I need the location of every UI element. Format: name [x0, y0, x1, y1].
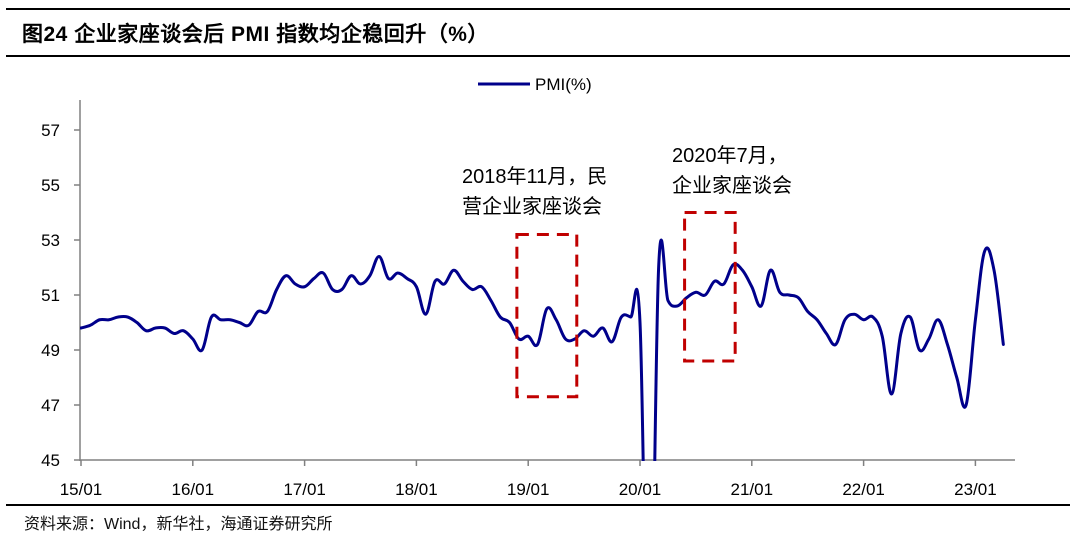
series-group [80, 238, 1005, 461]
x-tick-label: 23/01 [954, 480, 997, 499]
highlight-boxes [515, 211, 737, 399]
bottom-rule [6, 504, 1070, 506]
y-tick-label: 47 [41, 396, 60, 415]
pmi-series-line [80, 238, 1005, 461]
source-note: 资料来源：Wind，新华社，海通证券研究所 [24, 516, 333, 533]
annotation-2020-line1: 2020年7月， [672, 144, 788, 167]
y-tick-label: 49 [41, 341, 60, 360]
x-tick-label: 18/01 [395, 480, 438, 499]
x-tick-label: 15/01 [60, 480, 103, 499]
x-tick-label: 20/01 [619, 480, 662, 499]
legend: PMI(%) [478, 75, 592, 94]
y-tick-label: 57 [41, 121, 60, 140]
y-axis-ticks: 45 47 49 51 53 55 57 [41, 121, 80, 470]
title-rule [6, 55, 1070, 57]
x-tick-label: 17/01 [283, 480, 326, 499]
legend-label: PMI(%) [535, 75, 592, 94]
highlight-box-anno-2020 [683, 211, 737, 363]
x-tick-label: 21/01 [731, 480, 774, 499]
x-tick-label: 16/01 [172, 480, 215, 499]
top-rule [6, 8, 1070, 10]
annotation-2018-line2: 营企业家座谈会 [462, 195, 602, 218]
annotation-2018-line1: 2018年11月，民 [462, 165, 607, 188]
x-tick-label: 19/01 [507, 480, 550, 499]
figure-title: 图24 企业家座谈会后 PMI 指数均企稳回升（%） [22, 23, 489, 46]
x-axis-ticks: 15/01 16/01 17/01 18/01 19/01 20/01 21/01 22/01… [60, 460, 997, 499]
annotation-2020-line2: 企业家座谈会 [672, 174, 792, 197]
y-tick-label: 53 [41, 231, 60, 250]
axes [79, 100, 1015, 461]
x-tick-label: 22/01 [842, 480, 885, 499]
y-tick-label: 45 [41, 451, 60, 470]
y-tick-label: 55 [41, 176, 60, 195]
highlight-box-anno-2018 [515, 233, 579, 399]
y-tick-label: 51 [41, 286, 60, 305]
